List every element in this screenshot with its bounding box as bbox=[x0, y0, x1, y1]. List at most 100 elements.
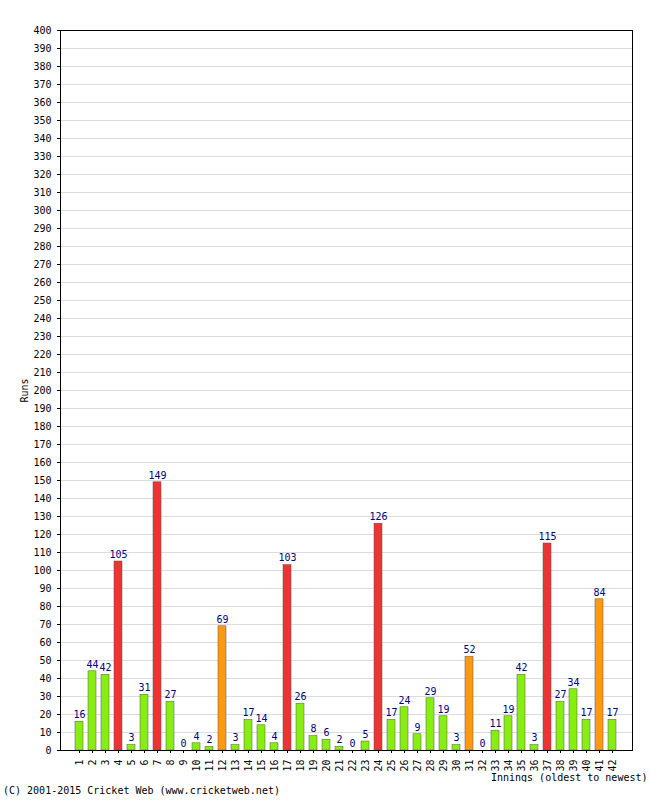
svg-text:26: 26 bbox=[294, 691, 306, 702]
svg-text:330: 330 bbox=[33, 151, 51, 162]
svg-text:38: 38 bbox=[555, 760, 566, 772]
svg-text:17: 17 bbox=[580, 707, 592, 718]
svg-text:220: 220 bbox=[33, 349, 51, 360]
svg-text:34: 34 bbox=[503, 760, 514, 772]
svg-text:190: 190 bbox=[33, 403, 51, 414]
svg-text:3: 3 bbox=[531, 732, 537, 743]
svg-text:19: 19 bbox=[502, 704, 514, 715]
svg-text:24: 24 bbox=[398, 695, 410, 706]
svg-text:260: 260 bbox=[33, 277, 51, 288]
svg-text:Innings (oldest to newest): Innings (oldest to newest) bbox=[491, 772, 648, 783]
svg-text:19: 19 bbox=[437, 704, 449, 715]
svg-text:17: 17 bbox=[242, 707, 254, 718]
svg-text:44: 44 bbox=[86, 659, 98, 670]
svg-text:390: 390 bbox=[33, 43, 51, 54]
svg-text:20: 20 bbox=[39, 709, 51, 720]
svg-text:6: 6 bbox=[323, 727, 329, 738]
svg-text:16: 16 bbox=[269, 760, 280, 772]
svg-text:4: 4 bbox=[193, 731, 199, 742]
svg-text:84: 84 bbox=[593, 587, 605, 598]
svg-text:110: 110 bbox=[33, 547, 51, 558]
svg-text:22: 22 bbox=[347, 760, 358, 772]
svg-text:39: 39 bbox=[568, 760, 579, 772]
svg-text:7: 7 bbox=[152, 760, 163, 766]
svg-text:29: 29 bbox=[424, 686, 436, 697]
svg-text:13: 13 bbox=[230, 760, 241, 772]
svg-text:31: 31 bbox=[138, 682, 150, 693]
svg-text:40: 40 bbox=[581, 760, 592, 772]
svg-text:26: 26 bbox=[399, 760, 410, 772]
svg-text:5: 5 bbox=[362, 729, 368, 740]
svg-text:32: 32 bbox=[477, 760, 488, 772]
svg-text:37: 37 bbox=[542, 760, 553, 772]
svg-text:120: 120 bbox=[33, 529, 51, 540]
svg-text:60: 60 bbox=[39, 637, 51, 648]
svg-text:90: 90 bbox=[39, 583, 51, 594]
svg-text:12: 12 bbox=[217, 760, 228, 772]
svg-text:103: 103 bbox=[278, 552, 296, 563]
svg-text:100: 100 bbox=[33, 565, 51, 576]
svg-text:40: 40 bbox=[39, 673, 51, 684]
svg-text:34: 34 bbox=[567, 677, 579, 688]
svg-text:33: 33 bbox=[490, 760, 501, 772]
svg-text:0: 0 bbox=[45, 745, 51, 756]
svg-text:25: 25 bbox=[386, 760, 397, 772]
svg-text:35: 35 bbox=[516, 760, 527, 772]
svg-text:20: 20 bbox=[321, 760, 332, 772]
svg-text:21: 21 bbox=[334, 760, 345, 772]
svg-text:2: 2 bbox=[87, 760, 98, 766]
svg-text:30: 30 bbox=[451, 760, 462, 772]
svg-text:28: 28 bbox=[425, 760, 436, 772]
svg-text:210: 210 bbox=[33, 367, 51, 378]
svg-text:380: 380 bbox=[33, 61, 51, 72]
svg-text:24: 24 bbox=[373, 760, 384, 772]
svg-text:6: 6 bbox=[139, 760, 150, 766]
svg-text:10: 10 bbox=[191, 760, 202, 772]
svg-text:290: 290 bbox=[33, 223, 51, 234]
svg-text:230: 230 bbox=[33, 331, 51, 342]
svg-text:42: 42 bbox=[515, 662, 527, 673]
svg-text:170: 170 bbox=[33, 439, 51, 450]
svg-text:14: 14 bbox=[255, 713, 267, 724]
svg-text:350: 350 bbox=[33, 115, 51, 126]
svg-text:42: 42 bbox=[99, 662, 111, 673]
svg-text:23: 23 bbox=[360, 760, 371, 772]
svg-text:18: 18 bbox=[295, 760, 306, 772]
svg-text:27: 27 bbox=[554, 689, 566, 700]
svg-text:69: 69 bbox=[216, 614, 228, 625]
svg-text:370: 370 bbox=[33, 79, 51, 90]
svg-text:180: 180 bbox=[33, 421, 51, 432]
svg-text:14: 14 bbox=[243, 760, 254, 772]
svg-text:3: 3 bbox=[100, 760, 111, 766]
svg-text:105: 105 bbox=[109, 549, 127, 560]
svg-text:149: 149 bbox=[148, 470, 166, 481]
svg-text:30: 30 bbox=[39, 691, 51, 702]
svg-text:0: 0 bbox=[180, 738, 186, 749]
svg-text:16: 16 bbox=[73, 709, 85, 720]
svg-text:42: 42 bbox=[607, 760, 618, 772]
svg-text:0: 0 bbox=[479, 738, 485, 749]
svg-text:4: 4 bbox=[271, 731, 277, 742]
svg-text:400: 400 bbox=[33, 25, 51, 36]
svg-text:130: 130 bbox=[33, 511, 51, 522]
svg-text:10: 10 bbox=[39, 727, 51, 738]
svg-text:17: 17 bbox=[385, 707, 397, 718]
svg-text:17: 17 bbox=[282, 760, 293, 772]
svg-text:140: 140 bbox=[33, 493, 51, 504]
svg-text:11: 11 bbox=[489, 718, 501, 729]
svg-text:50: 50 bbox=[39, 655, 51, 666]
svg-text:11: 11 bbox=[204, 760, 215, 772]
svg-text:3: 3 bbox=[128, 732, 134, 743]
svg-text:310: 310 bbox=[33, 187, 51, 198]
svg-text:8: 8 bbox=[310, 723, 316, 734]
svg-text:9: 9 bbox=[414, 722, 420, 733]
svg-text:Runs: Runs bbox=[19, 378, 30, 402]
svg-text:270: 270 bbox=[33, 259, 51, 270]
svg-text:115: 115 bbox=[538, 531, 556, 542]
svg-text:4: 4 bbox=[113, 760, 124, 766]
svg-text:17: 17 bbox=[606, 707, 618, 718]
svg-text:9: 9 bbox=[178, 760, 189, 766]
svg-text:250: 250 bbox=[33, 295, 51, 306]
svg-text:27: 27 bbox=[412, 760, 423, 772]
svg-text:0: 0 bbox=[349, 738, 355, 749]
